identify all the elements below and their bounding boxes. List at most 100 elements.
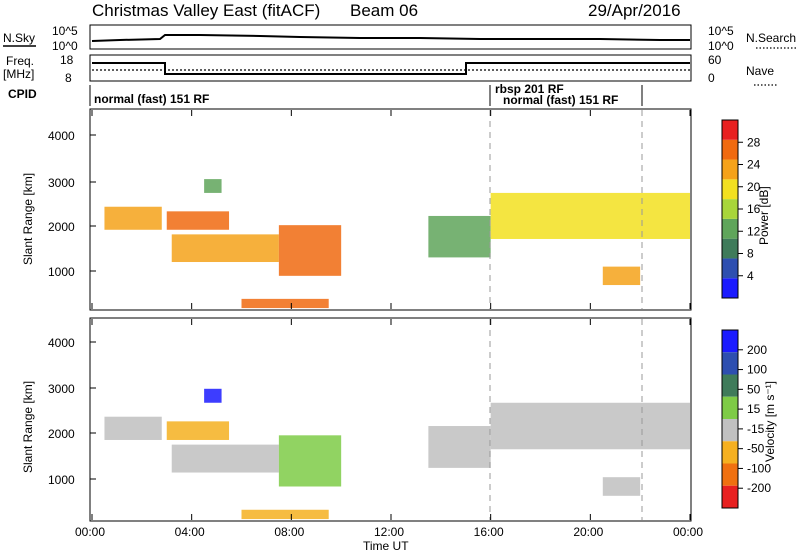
nsky-panel: N.Sky 10^5 10^0 10^5 10^0 N.Search [3,24,796,53]
power-colorbar-swatch [722,179,738,200]
power-panel: 4000 3000 2000 1000 Slant Range [km] [21,108,692,311]
power-colorbar-tick-label: 28 [747,135,761,149]
power-band-d [278,225,342,276]
power-y-ticks: 4000 3000 2000 1000 [48,129,96,279]
cpid-label: CPID [8,87,37,101]
x-tick-label: 00:00 [75,525,105,539]
nsearch-tick-top: 10^5 [708,24,734,38]
power-colorbar-tick-label: 20 [747,180,761,194]
velocity-colorbar-swatch [722,441,738,464]
x-tick-label: 00:00 [673,525,703,539]
velocity-colorbar-swatch [722,374,738,397]
x-tick-label: 04:00 [175,525,205,539]
velocity-colorbar-swatch [722,485,738,508]
nave-tick-top: 60 [708,53,722,67]
velocity-colorbar-tick-label: -50 [747,442,765,456]
velocity-colorbar-tick-label: 100 [747,363,767,377]
velocity-tick-1000: 1000 [48,473,75,487]
x-tick-label: 20:00 [573,525,603,539]
power-colorbar-tick-label: 16 [747,202,761,216]
velocity-colorbar: 200 100 50 15 -15 -50 -100 -200 Velocity [m s⁻¹… [721,329,777,509]
velocity-colorbar-swatch [722,463,738,486]
freq-tick-bottom: 8 [65,71,72,85]
date-label: 29/Apr/2016 [588,1,681,20]
power-colorbar-swatch [722,238,738,259]
power-colorbar-tick-label: 8 [747,247,754,261]
power-band-h [602,266,641,286]
x-axis-label: Time UT [363,539,409,553]
velocity-colorbar-tick-label: -15 [747,422,765,436]
velocity-regions [104,388,690,520]
velocity-band-g [490,402,690,450]
x-tick-label: 08:00 [274,525,304,539]
x-tick-label: 16:00 [474,525,504,539]
velocity-band-d [278,435,342,487]
power-colorbar-swatch [722,199,738,219]
x-tick-label: 12:00 [374,525,404,539]
velocity-band-i [204,388,222,403]
nsky-trace [91,34,690,42]
cpid-panel: CPID normal (fast) 151 RF rbsp 201 RF no… [8,82,643,107]
beam-label: Beam 06 [350,1,418,20]
velocity-y-ticks: 4000 3000 2000 1000 [48,336,96,487]
cpid-segment-3: normal (fast) 151 RF [503,93,618,107]
power-band-g [490,192,690,239]
power-colorbar-swatch [722,278,738,298]
nsearch-label: N.Search [746,31,796,45]
power-regions [104,179,690,309]
velocity-band-h [602,477,641,496]
x-axis: 00:00 04:00 08:00 12:00 16:00 20:00 00:00 Time… [75,110,703,553]
power-colorbar: 4 8 12 16 20 24 28 Power [dB] [721,119,771,299]
freq-unit-label: [MHz] [3,67,34,81]
power-colorbar-swatch [722,120,738,140]
velocity-panel: 4000 3000 2000 1000 Slant Range [km] [21,317,692,522]
power-colorbar-label: Power [dB] [757,186,771,245]
velocity-colorbar-tick-label: 200 [747,343,767,357]
velocity-band-a [104,416,162,440]
power-colorbar-swatch [722,139,738,160]
cpid-segment-1: normal (fast) 151 RF [94,92,209,106]
nsky-tick-top: 10^5 [52,24,78,38]
power-colorbar-tick-label: 24 [747,158,761,172]
nave-tick-bottom: 0 [708,71,715,85]
power-ylabel: Slant Range [km] [21,173,35,265]
power-tick-1000: 1000 [48,265,75,279]
velocity-band-e [241,509,329,520]
velocity-tick-2000: 2000 [48,427,75,441]
power-colorbar-swatch [722,258,738,279]
power-tick-4000: 4000 [48,129,75,143]
nsearch-tick-bottom: 10^0 [708,39,734,53]
power-band-e [241,298,329,309]
nave-label: Nave [746,64,774,78]
power-tick-3000: 3000 [48,176,75,190]
velocity-tick-3000: 3000 [48,382,75,396]
freq-trace [92,62,690,75]
power-band-a [104,206,162,230]
velocity-band-f [428,426,491,468]
freq-label: Freq. [6,54,34,68]
nsky-tick-bottom: 10^0 [52,39,78,53]
velocity-colorbar-swatch [722,352,738,375]
power-band-f [428,215,491,258]
power-band-i [204,179,222,193]
velocity-colorbar-tick-label: 50 [747,382,761,396]
cpid-segment-2: rbsp 201 RF [495,82,564,96]
power-band-c [171,234,279,263]
velocity-band-c [171,444,279,473]
freq-panel: Freq. [MHz] 18 8 60 0 Nave [3,53,778,86]
power-colorbar-swatch [722,218,738,239]
velocity-colorbar-swatch [722,396,738,419]
figure-title: Christmas Valley East (fitACF) [92,1,320,20]
velocity-colorbar-tick-label: -100 [747,461,771,475]
power-colorbar-tick-label: 12 [747,224,761,238]
power-colorbar-swatch [722,159,738,180]
freq-tick-top: 18 [60,53,74,67]
power-tick-2000: 2000 [48,220,75,234]
velocity-colorbar-tick-label: -200 [747,481,771,495]
velocity-tick-4000: 4000 [48,336,75,350]
velocity-colorbar-swatch [722,330,738,353]
velocity-ylabel: Slant Range [km] [21,381,35,473]
velocity-band-b [166,421,230,440]
velocity-colorbar-label: Velocity [m s⁻¹] [763,381,777,462]
